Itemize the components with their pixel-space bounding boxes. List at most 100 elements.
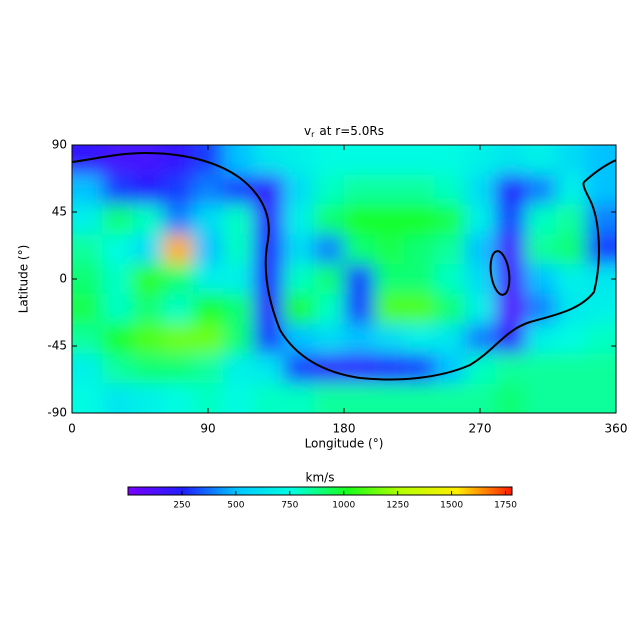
title-main: v bbox=[304, 124, 311, 138]
chart-title: vr at r=5.0Rs bbox=[304, 124, 384, 139]
heat-cell bbox=[192, 234, 225, 266]
heat-cell bbox=[132, 383, 164, 413]
heat-cell bbox=[192, 293, 225, 325]
heat-cell bbox=[132, 204, 164, 236]
heat-cell bbox=[313, 204, 345, 236]
heat-cell bbox=[434, 174, 466, 206]
heat-cell bbox=[525, 293, 557, 325]
y-tick-label: 45 bbox=[52, 205, 67, 219]
heat-cell bbox=[283, 323, 315, 355]
heat-cell bbox=[344, 293, 376, 325]
heat-cell bbox=[72, 234, 104, 266]
heat-cell bbox=[434, 145, 466, 176]
heat-cell bbox=[72, 174, 104, 206]
heat-cell bbox=[132, 234, 164, 266]
heat-cell bbox=[253, 145, 285, 176]
heat-cell bbox=[162, 323, 194, 355]
heat-cell bbox=[313, 293, 345, 325]
heat-cell bbox=[192, 353, 225, 385]
heat-cell bbox=[313, 264, 345, 295]
heat-cell bbox=[585, 323, 616, 355]
heat-cell bbox=[313, 383, 345, 413]
neutral-line bbox=[72, 151, 616, 381]
heat-cell bbox=[495, 234, 527, 266]
heat-cell bbox=[555, 323, 587, 355]
heat-cell bbox=[585, 234, 616, 266]
heat-cell bbox=[404, 145, 436, 176]
heat-cell bbox=[132, 353, 164, 385]
heat-cell bbox=[162, 383, 194, 413]
neutral-loop bbox=[489, 250, 511, 296]
y-tick-label: 90 bbox=[52, 138, 67, 152]
heat-cell bbox=[313, 234, 345, 266]
heat-cell bbox=[495, 204, 527, 236]
heat-cell bbox=[102, 174, 134, 206]
heat-cell bbox=[344, 234, 376, 266]
title-subscript: r bbox=[311, 130, 315, 139]
heat-cell bbox=[585, 383, 616, 413]
heat-cell bbox=[495, 264, 527, 295]
heat-cell bbox=[374, 174, 406, 206]
heat-cell bbox=[162, 234, 194, 266]
x-tick-label: 270 bbox=[469, 422, 492, 436]
x-tick-label: 0 bbox=[68, 422, 76, 436]
heat-cell bbox=[404, 323, 436, 355]
heat-cell bbox=[525, 145, 557, 176]
heat-cell bbox=[162, 264, 194, 295]
heat-cell bbox=[374, 383, 406, 413]
colorbar-tick-label: 750 bbox=[281, 501, 298, 511]
heat-cell bbox=[313, 145, 345, 176]
colorbar-tick-label: 250 bbox=[173, 501, 190, 511]
colorbar-fill bbox=[128, 487, 512, 495]
colorbar-tick-label: 500 bbox=[227, 501, 244, 511]
heat-cell bbox=[555, 234, 587, 266]
heat-cell bbox=[223, 264, 255, 295]
x-tick-label: 360 bbox=[605, 422, 628, 436]
heat-cell bbox=[404, 204, 436, 236]
heat-cell bbox=[585, 174, 616, 206]
heat-cell bbox=[162, 293, 194, 325]
heat-cell bbox=[223, 353, 255, 385]
heat-cell bbox=[495, 323, 527, 355]
colorbar-tick-label: 1250 bbox=[386, 501, 409, 511]
heat-cell bbox=[555, 204, 587, 236]
heat-cell bbox=[283, 174, 315, 206]
heat-cell bbox=[102, 264, 134, 295]
heat-cell bbox=[313, 353, 345, 385]
heat-cell bbox=[434, 383, 466, 413]
heat-cell bbox=[374, 145, 406, 176]
x-tick-label: 90 bbox=[200, 422, 215, 436]
y-tick-label: -90 bbox=[47, 406, 67, 420]
heat-cell bbox=[102, 383, 134, 413]
heat-cell bbox=[72, 383, 104, 413]
heat-cell bbox=[283, 353, 315, 385]
heat-cell bbox=[585, 145, 616, 176]
heat-cell bbox=[374, 204, 406, 236]
heat-cell bbox=[464, 174, 497, 206]
colorbar: 250 500 750 1000 1250 1500 1750 bbox=[128, 487, 517, 511]
heat-cell bbox=[434, 264, 466, 295]
heat-cell bbox=[464, 204, 497, 236]
heat-cell bbox=[404, 383, 436, 413]
heat-cell bbox=[495, 293, 527, 325]
heat-cell bbox=[253, 383, 285, 413]
heat-cell bbox=[464, 293, 497, 325]
heat-cell bbox=[283, 145, 315, 176]
heat-cell bbox=[223, 174, 255, 206]
heat-cell bbox=[464, 145, 497, 176]
heat-cell bbox=[434, 234, 466, 266]
heat-cell bbox=[404, 264, 436, 295]
heat-cell bbox=[344, 204, 376, 236]
heat-cell bbox=[283, 293, 315, 325]
heat-cell bbox=[344, 264, 376, 295]
heat-cell bbox=[102, 323, 134, 355]
heat-cell bbox=[283, 264, 315, 295]
title-suffix: at r=5.0Rs bbox=[319, 124, 384, 138]
heat-cell bbox=[192, 264, 225, 295]
heat-cell bbox=[555, 264, 587, 295]
heat-cell bbox=[434, 323, 466, 355]
heat-cell bbox=[162, 353, 194, 385]
heat-cell bbox=[192, 174, 225, 206]
heat-cell bbox=[374, 234, 406, 266]
